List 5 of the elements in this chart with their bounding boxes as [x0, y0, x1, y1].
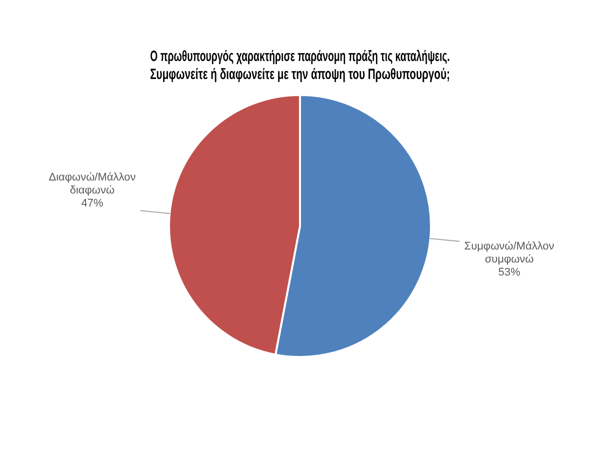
data-label: 47% — [81, 197, 104, 210]
data-label: 53% — [498, 266, 520, 279]
slice-label: Συμφωνώ/Μάλλον συμφωνώ — [464, 240, 555, 266]
chart-title: Ο πρωθυπουργός χαρακτήρισε παράνομη πράξη τις καταλήψεις. Συμφωνείτε ή διαφωνείτε με την άποψη του Πρωθυπουργού; — [150, 48, 450, 83]
slice-label: Διαφωνώ/Μάλλον διαφωνώ — [48, 171, 136, 196]
